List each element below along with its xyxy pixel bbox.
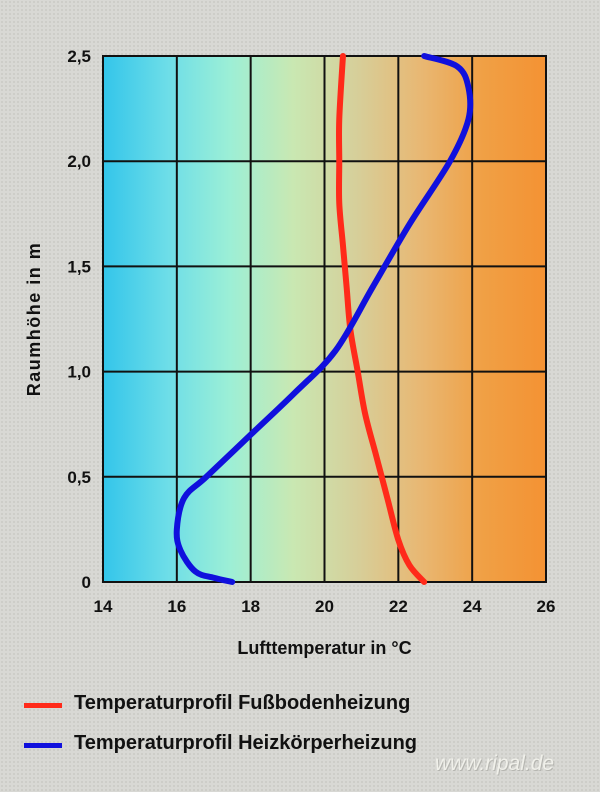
x-tick-label: 26	[537, 597, 556, 616]
legend-swatch	[24, 743, 62, 748]
series-line-2	[173, 53, 474, 585]
x-tick-label: 20	[315, 597, 334, 616]
plot-frame	[102, 55, 547, 583]
legend-item: Temperaturprofil Fußbodenheizung	[24, 690, 584, 720]
y-tick-label: 1,0	[67, 363, 91, 382]
x-tick-label: 22	[389, 597, 408, 616]
x-tick-label: 16	[167, 597, 186, 616]
y-tick-label: 0,5	[67, 468, 91, 487]
legend-label: Temperaturprofil Fußbodenheizung	[74, 692, 411, 714]
x-tick-label: 24	[463, 597, 482, 616]
y-axis-title: Raumhöhe in m	[24, 242, 44, 397]
x-tick-label: 14	[94, 597, 113, 616]
watermark: www.ripal.de	[435, 752, 555, 775]
series-line-1	[335, 53, 428, 585]
legend-item: Temperaturprofil Heizkörperheizung	[24, 730, 584, 760]
x-axis-title: Lufttemperatur in °C	[237, 638, 411, 658]
y-tick-label: 0	[82, 573, 91, 592]
legend-swatch	[24, 703, 62, 708]
y-tick-label: 2,5	[67, 47, 91, 66]
x-tick-label: 18	[241, 597, 260, 616]
legend-label: Temperaturprofil Heizkörperheizung	[74, 732, 418, 754]
y-tick-label: 1,5	[67, 257, 91, 276]
y-tick-label: 2,0	[67, 152, 91, 171]
